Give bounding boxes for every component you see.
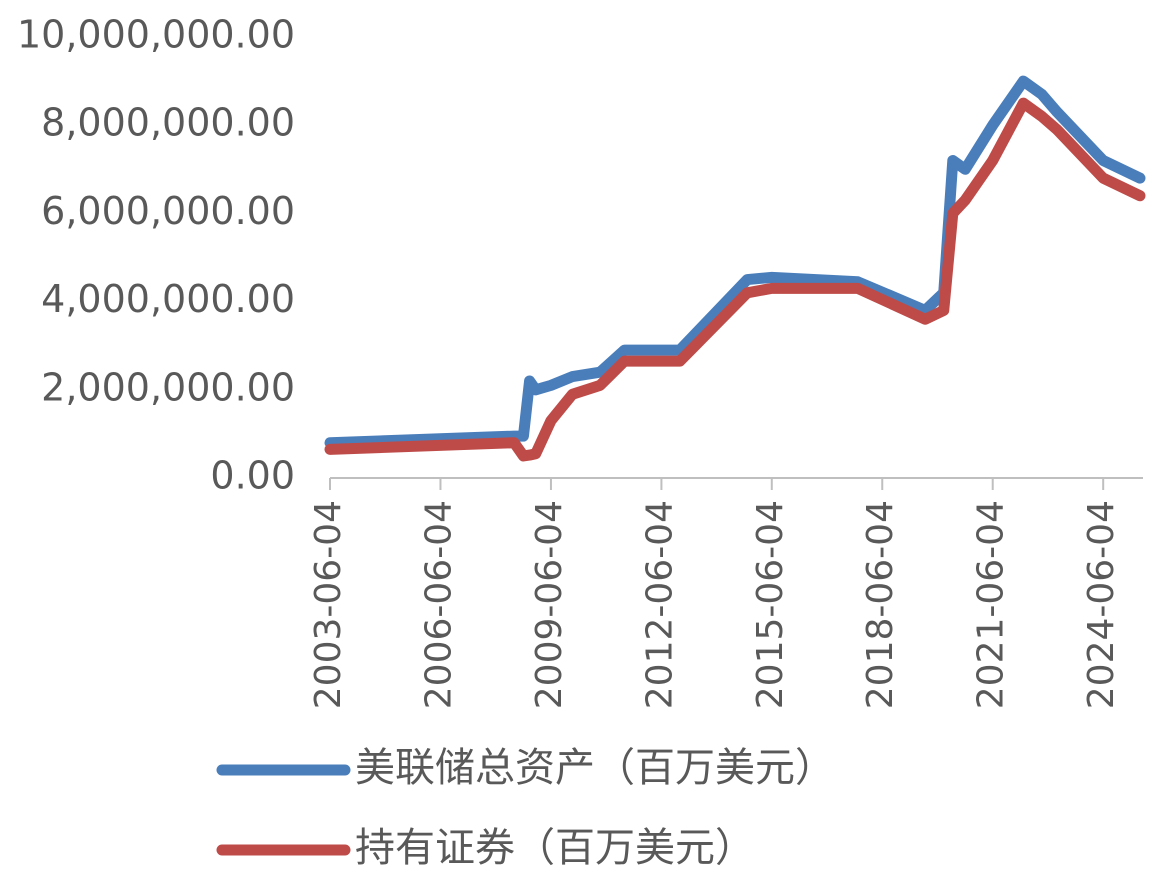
y-tick-label: 8,000,000.00 xyxy=(41,101,295,145)
x-tick-label: 2018-06-04 xyxy=(860,500,901,709)
data-line xyxy=(324,75,1146,449)
x-tick-label: 2021-06-04 xyxy=(971,500,1012,709)
y-tick-label: 4,000,000.00 xyxy=(41,277,295,321)
x-tick-label: 2015-06-04 xyxy=(750,500,791,709)
y-tick-label: 10,000,000.00 xyxy=(17,13,295,57)
legend-label: 持有证券（百万美元） xyxy=(355,825,755,871)
x-tick-label: 2006-06-04 xyxy=(418,500,459,709)
x-tick-label: 2024-06-04 xyxy=(1081,500,1122,709)
legend-label: 美联储总资产（百万美元） xyxy=(355,745,835,791)
x-tick-label: 2012-06-04 xyxy=(639,500,680,709)
x-tick-label: 2003-06-04 xyxy=(308,500,349,709)
y-tick-label: 0.00 xyxy=(210,454,295,498)
y-tick-label: 6,000,000.00 xyxy=(41,189,295,233)
x-tick-label: 2009-06-04 xyxy=(529,500,570,709)
y-tick-label: 2,000,000.00 xyxy=(41,365,295,409)
data-line xyxy=(324,97,1146,462)
